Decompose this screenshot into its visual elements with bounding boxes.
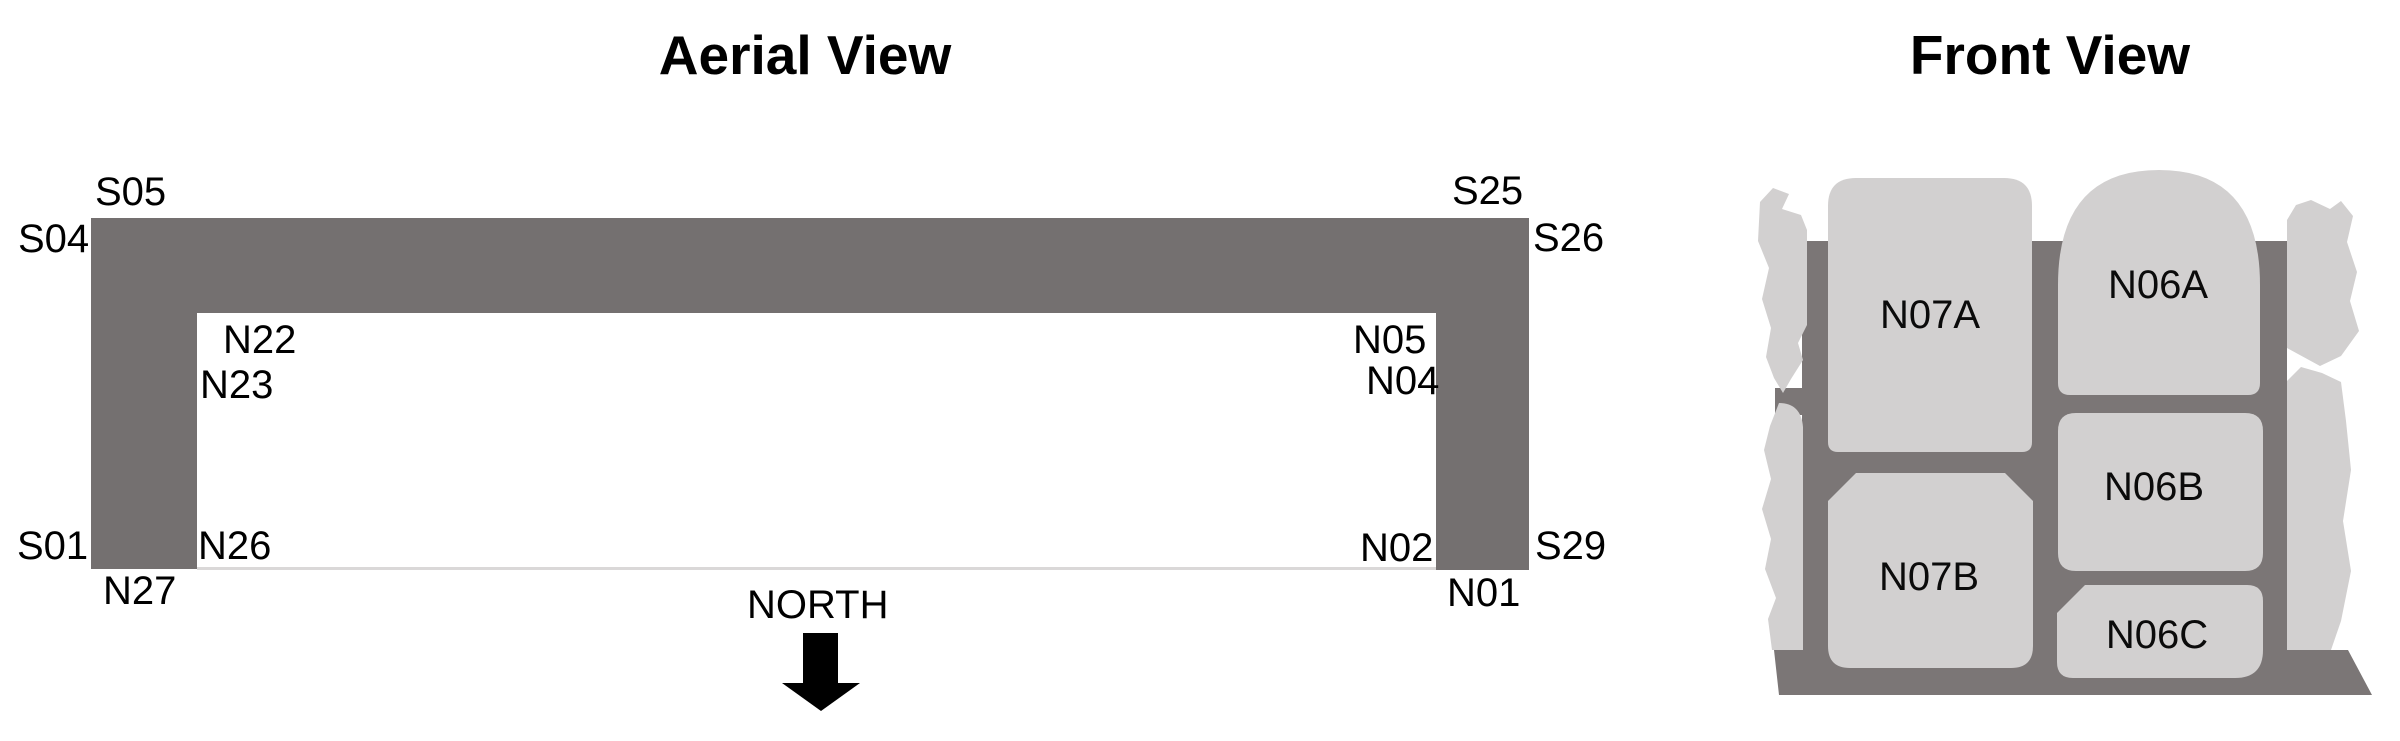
panel-n07a-shape (1828, 178, 2032, 452)
aerial-right-wall (1436, 218, 1529, 570)
torn-edge-right-bottom (2287, 367, 2351, 650)
label-s05: S05 (95, 170, 167, 214)
label-panel-n07b: N07B (1878, 555, 1980, 599)
label-s26: S26 (1533, 216, 1605, 260)
torn-edge-left-bottom (1762, 403, 1803, 650)
label-panel-n06b: N06B (2103, 465, 2205, 509)
aerial-left-wall (91, 218, 197, 569)
label-panel-n06a: N06A (2107, 263, 2209, 307)
label-panel-n07a: N07A (1879, 293, 1981, 337)
panel-n06a-shape (2058, 170, 2260, 395)
label-s04: S04 (18, 217, 90, 261)
north-arrow-icon (782, 633, 860, 711)
label-n26: N26 (198, 524, 272, 568)
label-s25: S25 (1452, 169, 1524, 213)
label-n23: N23 (200, 363, 274, 407)
aerial-inner-baseline (197, 567, 1436, 570)
panel-n06b-shape (2058, 413, 2263, 571)
label-n01: N01 (1447, 571, 1521, 615)
aerial-top-wall (91, 218, 1529, 313)
label-n22: N22 (223, 318, 297, 362)
torn-edge-right-top (2287, 200, 2359, 366)
panel-n06c-shape (2057, 585, 2263, 678)
label-n05: N05 (1353, 318, 1427, 362)
label-n02: N02 (1360, 526, 1434, 570)
label-n04: N04 (1366, 359, 1440, 403)
aerial-view-title: Aerial View (658, 24, 952, 86)
label-panel-n06c: N06C (2105, 613, 2209, 657)
panel-n07b-shape (1828, 473, 2033, 668)
label-north: NORTH (747, 583, 889, 627)
front-view-title: Front View (1909, 24, 2191, 86)
label-n27: N27 (103, 569, 177, 613)
label-s29: S29 (1535, 524, 1607, 568)
torn-edge-left-top (1758, 188, 1807, 393)
label-s01: S01 (17, 524, 89, 568)
